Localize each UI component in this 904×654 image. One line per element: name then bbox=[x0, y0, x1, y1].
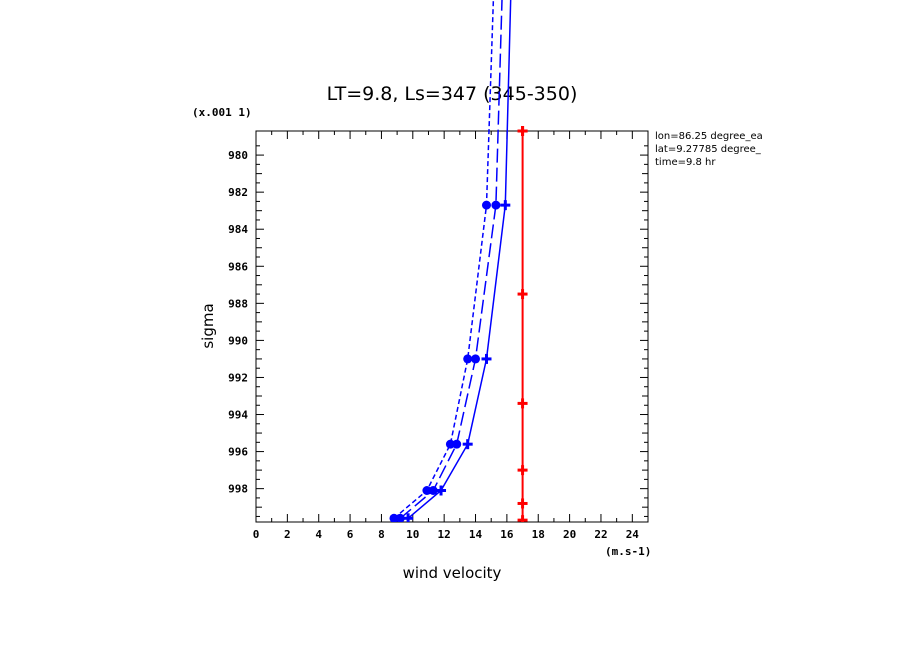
y-tick-label: 980 bbox=[228, 149, 248, 162]
x-tick-label: 24 bbox=[626, 528, 640, 541]
x-tick-label: 18 bbox=[532, 528, 545, 541]
y-tick-label: 996 bbox=[228, 446, 248, 459]
data-point bbox=[403, 513, 414, 522]
x-tick-label: 6 bbox=[347, 528, 354, 541]
annotation-time: time=9.8 hr bbox=[655, 157, 716, 168]
y-tick-label: 998 bbox=[228, 483, 248, 496]
plot-frame bbox=[255, 130, 649, 523]
y-tick-label: 992 bbox=[228, 371, 248, 384]
chart-title: LT=9.8, Ls=347 (345-350) bbox=[327, 83, 578, 105]
data-point bbox=[436, 485, 447, 496]
series-1 bbox=[395, 0, 503, 522]
data-point bbox=[452, 439, 462, 449]
y-tick-label: 984 bbox=[228, 223, 248, 236]
series-line-1 bbox=[399, 0, 503, 519]
data-point bbox=[481, 353, 492, 364]
annotation-lon: lon=86.25 degree_ea bbox=[655, 131, 763, 142]
y-tick-label: 994 bbox=[228, 409, 248, 422]
series-0 bbox=[389, 0, 495, 522]
x-tick-label: 2 bbox=[284, 528, 291, 541]
x-axis-label: wind velocity bbox=[403, 564, 502, 582]
data-point bbox=[395, 513, 405, 522]
y-axis-label: sigma bbox=[199, 303, 217, 348]
data-point bbox=[462, 439, 473, 450]
data-point bbox=[517, 515, 528, 522]
y-tick-label: 982 bbox=[228, 186, 248, 199]
data-point bbox=[463, 354, 473, 364]
x-tick-label: 16 bbox=[500, 528, 514, 541]
data-point bbox=[517, 126, 528, 136]
x-tick-label: 4 bbox=[315, 528, 322, 541]
data-point bbox=[428, 485, 438, 495]
data-point bbox=[500, 200, 511, 211]
y-tick-label: 990 bbox=[228, 334, 248, 347]
x-tick-label: 0 bbox=[253, 528, 260, 541]
x-tick-label: 10 bbox=[406, 528, 419, 541]
data-point bbox=[481, 200, 491, 210]
y-tick-label: 988 bbox=[228, 297, 248, 310]
x-tick-label: 22 bbox=[594, 528, 607, 541]
data-point bbox=[422, 485, 432, 495]
x-tick-label: 8 bbox=[378, 528, 385, 541]
x-units: (m.s-1) bbox=[605, 545, 651, 558]
y-scale-note: (x.001 1) bbox=[192, 106, 252, 119]
data-point bbox=[517, 398, 528, 409]
axis-ticks: 0 2 4 6 8 10 12 14 16 18 20 22 249809829849869889909… bbox=[228, 131, 648, 541]
data-point bbox=[445, 439, 455, 449]
x-tick-label: 12 bbox=[438, 528, 451, 541]
data-point bbox=[517, 289, 528, 300]
annotation-lat: lat=9.27785 degree_ bbox=[655, 144, 762, 155]
series-layer bbox=[389, 0, 528, 522]
y-tick-label: 986 bbox=[228, 260, 248, 273]
data-point bbox=[517, 465, 528, 476]
series-line-0 bbox=[393, 0, 495, 519]
x-tick-label: 14 bbox=[469, 528, 483, 541]
series-line-2 bbox=[407, 0, 512, 519]
data-point bbox=[491, 200, 501, 210]
series-2 bbox=[403, 0, 512, 522]
x-tick-label: 20 bbox=[563, 528, 576, 541]
series-3 bbox=[517, 126, 528, 522]
data-point bbox=[471, 354, 481, 364]
data-point bbox=[517, 498, 528, 509]
